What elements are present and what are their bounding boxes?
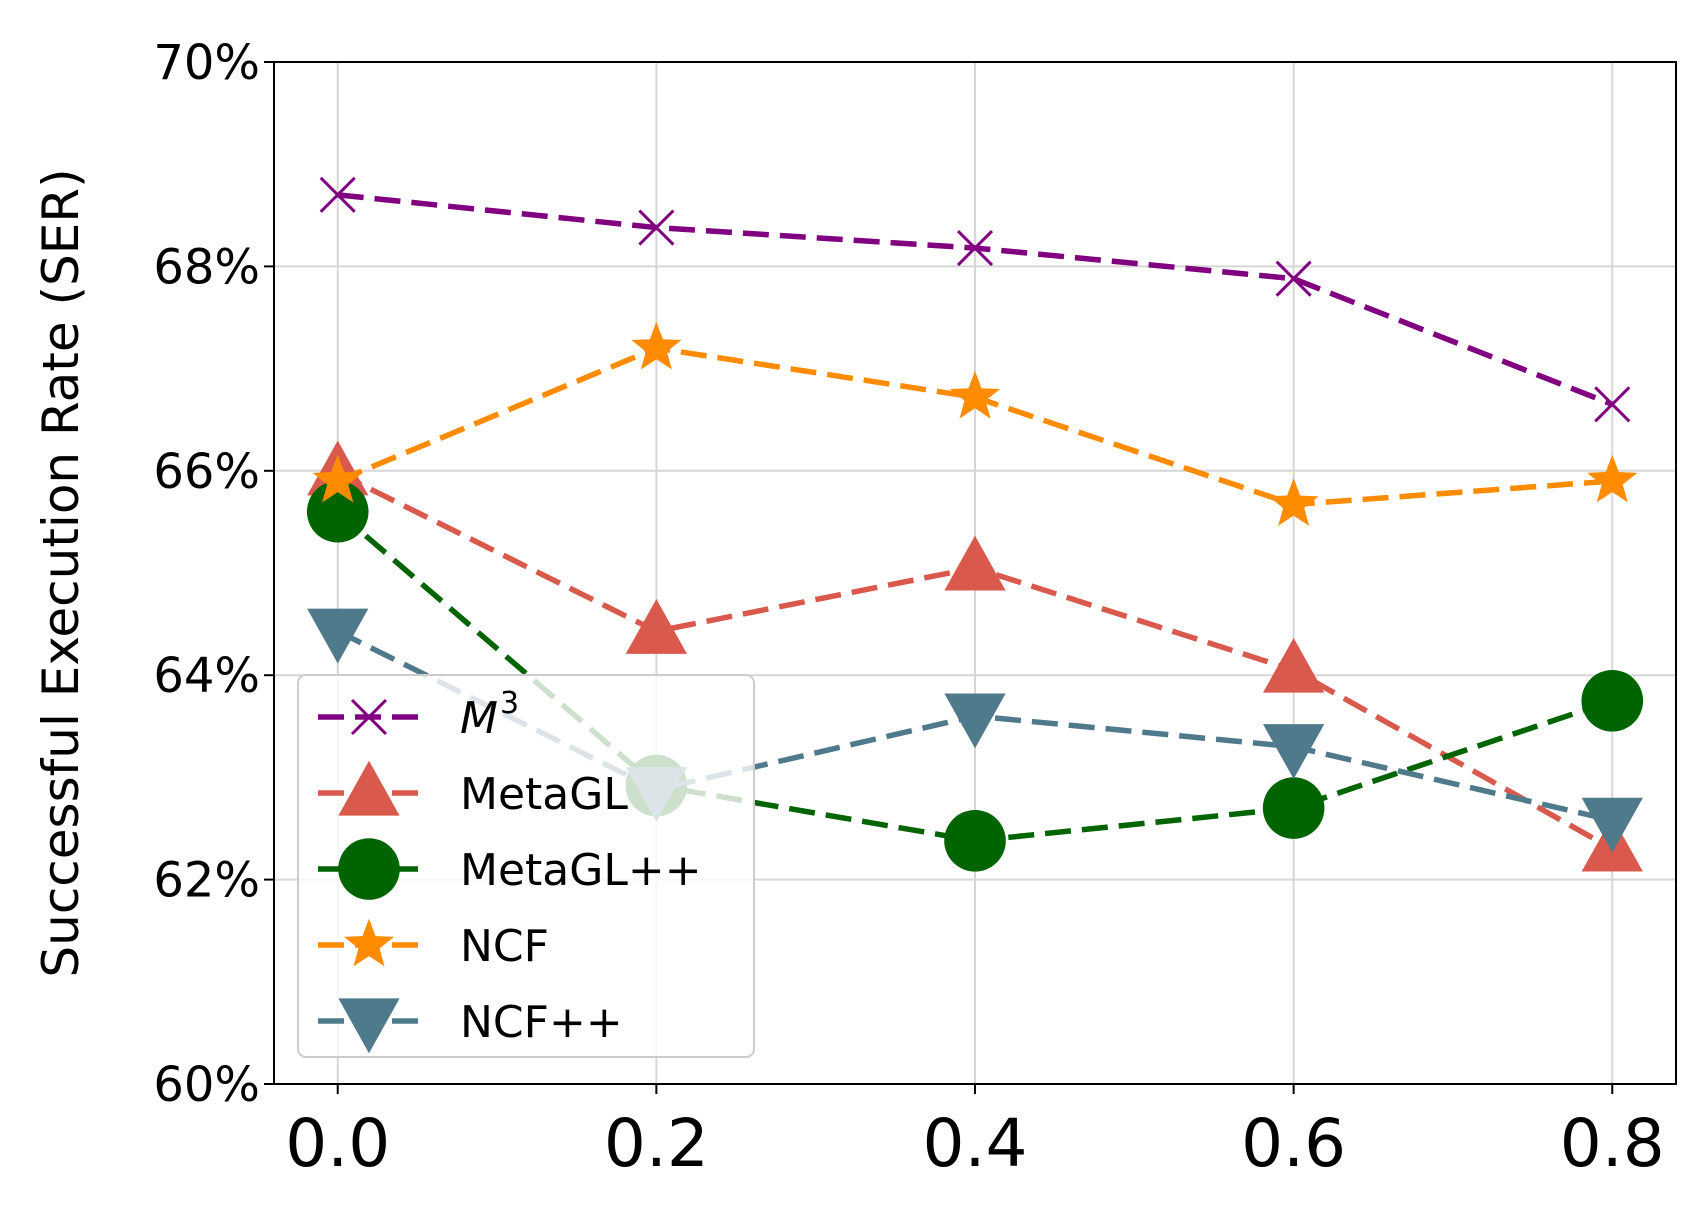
data-point [1268,478,1319,526]
legend-label: M3 [460,686,519,744]
y-tick-label: 62% [153,853,260,909]
legend-item: MetaGL++ [318,838,702,900]
legend-label: NCF [460,921,549,972]
y-tick-label: 68% [153,239,260,295]
legend-marker [338,838,400,900]
legend-label: MetaGL++ [460,845,702,896]
legend-marker [350,698,388,736]
legend-marker [343,918,395,967]
data-point [944,535,1006,591]
y-tick-label: 66% [153,444,260,500]
data-point [1262,777,1325,839]
legend-box [297,674,755,1058]
x-tick-label: 0.8 [1560,1105,1665,1182]
data-point [307,608,369,664]
series-m [319,176,1631,423]
axes: 0.0 0.2 0.4 0.6 0.8 60% 62% 64% 66% 68% 70% [153,35,1664,1182]
data-point [949,370,1001,419]
y-tick-label: 70% [153,35,260,91]
data-point [1594,386,1631,423]
data-point [1263,637,1325,693]
x-tick-label: 0.6 [1241,1105,1346,1182]
data-point [944,693,1006,749]
data-point [1263,724,1325,779]
y-tick-label: 64% [153,648,260,704]
data-point [944,809,1006,872]
data-point [319,176,356,213]
series-ncf [312,321,1638,526]
data-point [1581,797,1643,853]
data-point [638,209,675,246]
data-point [1581,669,1644,732]
legend-item: NCF++ [318,997,623,1054]
legend-label: NCF++ [460,997,623,1048]
legend-item: M3 [318,686,519,744]
data-point [1587,454,1638,503]
y-tick-label: 60% [153,1057,260,1113]
x-tick-label: 0.0 [285,1105,390,1182]
y-axis-label: Successful Execution Rate (SER) [32,168,90,977]
data-point [306,480,369,543]
legend-item: NCF [318,918,549,972]
legend: M3 MetaGL MetaGL++ NCF NCF++ [297,674,755,1058]
x-tick-label: 0.2 [604,1105,709,1182]
legend-marker [338,760,400,816]
x-tick-label: 0.4 [923,1105,1028,1182]
data-point [956,229,994,267]
legend-label: MetaGL [460,769,628,820]
data-point [312,454,363,503]
data-point [625,599,687,654]
data-point [631,321,682,370]
data-point [1275,260,1312,297]
legend-item: MetaGL [318,760,628,820]
legend-marker [338,998,400,1054]
series-layer [306,176,1644,872]
